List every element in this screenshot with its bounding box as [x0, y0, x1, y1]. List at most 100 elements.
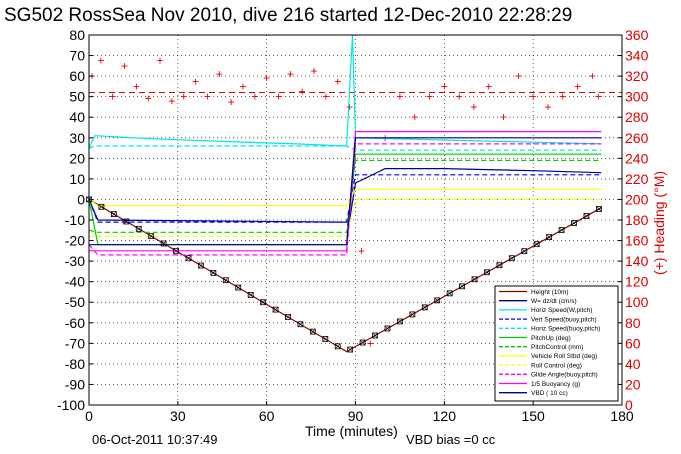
legend-label: Vert Speed(buoy,pitch) [531, 316, 597, 323]
height-marker-x [558, 227, 565, 233]
series-vbd [89, 137, 602, 246]
y-tick-label: -70 [65, 335, 85, 351]
height-marker [309, 328, 316, 335]
heading-point: + [251, 90, 258, 104]
heading-point: + [544, 100, 551, 114]
heading-point: + [589, 69, 596, 83]
legend-label: Glide Angle(buoy,pitch) [531, 372, 598, 379]
heading-point: + [470, 100, 477, 114]
height-marker-x [397, 318, 403, 325]
height-marker [334, 343, 341, 350]
y-tick-label: 30 [69, 130, 85, 146]
height-marker-x [198, 262, 204, 269]
x-tick-label: 30 [170, 408, 186, 424]
right-tick-label: 340 [625, 48, 649, 64]
heading-point: + [346, 100, 353, 114]
y-tick-label: 80 [69, 27, 85, 43]
height-marker-x [173, 248, 179, 254]
height-marker-x [534, 241, 540, 247]
y-tick-label: 10 [69, 171, 85, 187]
right-tick-label: 300 [625, 89, 649, 105]
height-marker-x [509, 255, 515, 261]
height-marker-x [235, 284, 241, 291]
x-axis-label: Time (minutes) [305, 423, 398, 439]
height-marker [173, 247, 179, 254]
heading-point: + [358, 244, 365, 258]
heading-point: + [157, 54, 164, 68]
height-marker-x [210, 270, 217, 276]
x-tick-label: 0 [85, 408, 93, 424]
y-tick-label: -80 [65, 356, 85, 372]
heading-point: + [426, 90, 433, 104]
heading-point: + [168, 94, 175, 108]
right-tick-label: 200 [625, 191, 649, 207]
height-marker [260, 299, 267, 306]
series-glide_angle [88, 143, 602, 256]
right-tick-label: 80 [625, 315, 641, 331]
y-tick-label: -50 [65, 294, 85, 310]
heading-point: + [239, 79, 246, 93]
right-tick-label: 180 [625, 212, 649, 228]
heading-point: + [145, 92, 152, 106]
y-tick-label: -20 [65, 233, 85, 249]
height-marker [558, 227, 565, 233]
height-marker [459, 283, 466, 290]
y-tick-label: -40 [65, 274, 85, 290]
y-tick-label: 0 [77, 191, 85, 207]
height-marker [185, 255, 192, 262]
right-ticks: 3603403203002802602402202001801601401201… [618, 27, 649, 413]
legend-box [494, 285, 619, 402]
height-marker-x [260, 299, 266, 305]
height-marker [272, 306, 279, 313]
height-marker-x [185, 255, 192, 261]
heading-point: + [287, 67, 294, 81]
legend-label: Horiz Speed(buoy,pitch) [531, 326, 600, 333]
height-marker [285, 314, 291, 320]
y-tick-label: -60 [65, 315, 85, 331]
height-marker [235, 284, 242, 291]
height-marker-x [546, 234, 552, 240]
heading-point: + [299, 85, 306, 99]
heading-point: + [530, 90, 537, 104]
series-buoyancy [89, 131, 602, 252]
right-tick-label: 160 [625, 233, 649, 249]
height-marker-x [285, 314, 291, 320]
legend: Height (10m) W= dz/dt (cm/s) Horiz Speed(W… [494, 285, 619, 402]
height-marker-x [160, 240, 167, 247]
right-tick-label: 220 [625, 171, 649, 187]
height-marker [322, 336, 329, 342]
heading-point: + [559, 90, 566, 104]
y-tick-label: 20 [69, 150, 85, 166]
x-tick-label: 120 [433, 408, 457, 424]
y-tick-label: 50 [69, 89, 85, 105]
height-marker-x [98, 204, 105, 210]
heading-point: + [515, 69, 522, 83]
y-tick-label: -10 [65, 212, 85, 228]
series-height [88, 198, 602, 353]
height-marker-x [335, 343, 341, 350]
height-marker [347, 346, 354, 353]
legend-label: PitchUp (deg) [531, 335, 571, 342]
y-tick-label: -30 [65, 253, 85, 269]
height-marker [533, 241, 540, 248]
height-marker [297, 321, 304, 328]
right-tick-label: 60 [625, 335, 641, 351]
heading-point: + [97, 54, 104, 68]
height-marker-x [136, 226, 142, 232]
x-tick-label: 90 [348, 408, 364, 424]
height-marker [471, 276, 478, 283]
legend-label: 1/5 Buoyancy (g) [531, 381, 580, 388]
heading-point: + [263, 71, 270, 85]
heading-point: + [180, 90, 187, 104]
height-marker-x [223, 277, 229, 283]
right-tick-label: 320 [625, 68, 649, 84]
series-layer [86, 34, 602, 353]
legend-label: Vehicle Roll Stbd (deg) [531, 353, 597, 360]
height-marker [160, 240, 167, 247]
height-marker-x [372, 332, 378, 339]
height-marker-x [471, 276, 478, 282]
right-tick-label: 140 [625, 253, 649, 269]
height-marker-x [409, 311, 416, 318]
x-ticks: 0 30 60 90 120 150 180 [85, 401, 634, 424]
right-tick-label: 280 [625, 109, 649, 125]
